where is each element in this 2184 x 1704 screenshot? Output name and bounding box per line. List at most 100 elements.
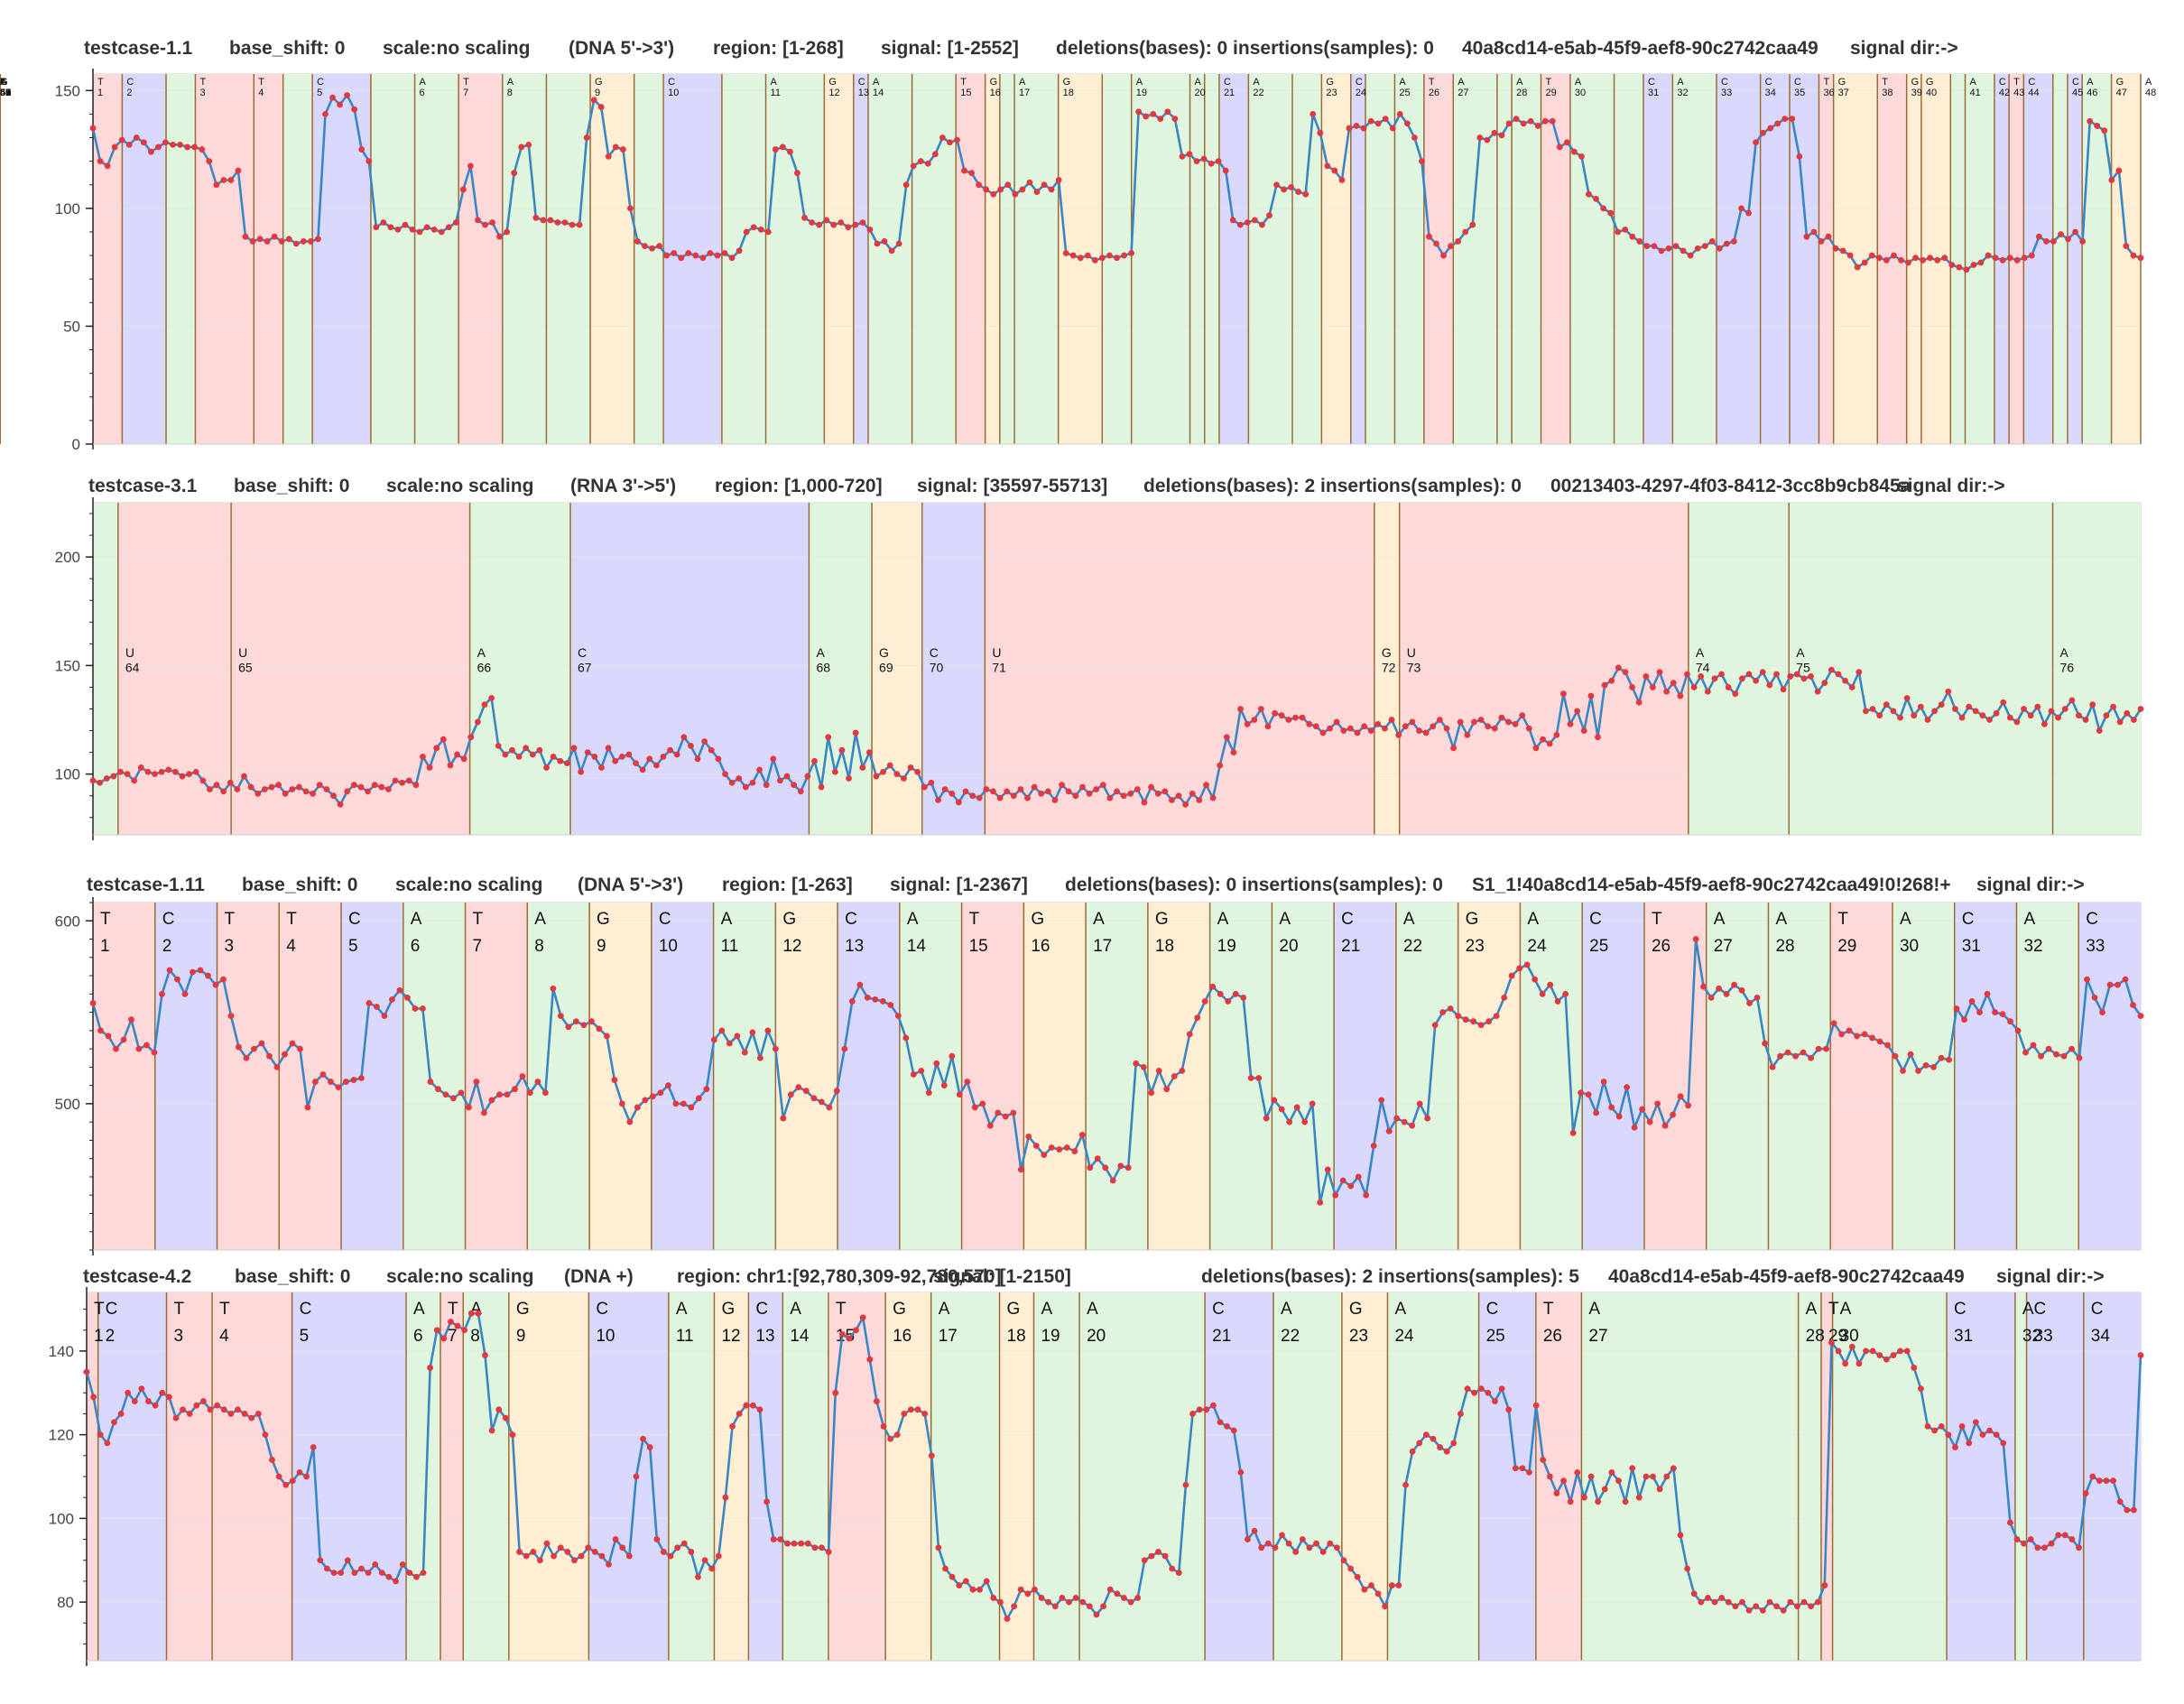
signal-point [1237, 706, 1244, 712]
base-number: 4 [258, 88, 264, 98]
base-band [1582, 903, 1644, 1250]
base-number: 19 [1136, 88, 1147, 98]
signal-point [128, 1016, 134, 1023]
signal-point [155, 144, 162, 151]
signal-point [475, 1310, 482, 1317]
signal-point [433, 1327, 440, 1334]
base-number: 28 [1775, 937, 1794, 956]
base-label: A [1087, 1300, 1098, 1319]
signal-point [447, 762, 454, 769]
signal-point [275, 782, 282, 789]
signal-point [1911, 1365, 1918, 1371]
signal-point [262, 1431, 269, 1439]
base-number: 11 [676, 1327, 694, 1346]
signal-point [2115, 167, 2123, 174]
signal-point [1127, 1598, 1134, 1606]
signal-point [1186, 1031, 1193, 1038]
base-band [1205, 1292, 1274, 1661]
signal-point [1161, 788, 1169, 795]
signal-point [1931, 708, 1938, 715]
signal-point [2108, 177, 2115, 183]
base-number: 31 [1954, 1327, 1973, 1346]
signal-point [1911, 712, 1918, 719]
signal-point [845, 224, 852, 231]
base-number: 23 [1326, 88, 1337, 98]
signal-point [381, 1013, 388, 1020]
signal-point [2048, 1540, 2055, 1547]
signal-point [2124, 1506, 2131, 1514]
base-label: G [1007, 1300, 1021, 1319]
signal-point [1012, 190, 1019, 198]
signal-point [801, 214, 808, 221]
signal-point [823, 217, 830, 224]
signal-point [1746, 1000, 1753, 1006]
signal-point [380, 219, 387, 226]
signal-point [1541, 117, 1549, 125]
signal-point [1422, 729, 1430, 736]
signal-point [1945, 1431, 1952, 1439]
signal-point [337, 101, 343, 108]
base-band [406, 1292, 440, 1661]
base-number: 16 [893, 1327, 912, 1346]
signal-point [1547, 981, 1554, 988]
signal-point [220, 177, 227, 183]
signal-point [627, 205, 634, 212]
signal-point [330, 1570, 338, 1577]
base-band [985, 503, 1374, 835]
panel-title-part: 00213403-4297-4f03-8412-3cc8b9cb845a [1550, 476, 1911, 496]
base-label: C [659, 910, 671, 929]
signal-point [833, 1088, 840, 1095]
signal-point [1117, 1162, 1124, 1170]
signal-point [2030, 1042, 2037, 1049]
signal-point [1966, 703, 1973, 710]
signal-point [1140, 1063, 1147, 1070]
signal-point [350, 1077, 357, 1083]
signal-point [924, 160, 931, 167]
signal-point [1930, 1063, 1937, 1070]
signal-point [653, 1536, 661, 1542]
signal-point [570, 745, 578, 752]
signal-point [640, 1435, 646, 1442]
signal-point [254, 1411, 262, 1417]
signal-point [838, 1330, 846, 1338]
base-label: C [596, 1300, 608, 1319]
base-label: G [828, 77, 837, 88]
signal-point [1309, 110, 1317, 117]
signal-point [1182, 801, 1189, 808]
signal-point [1155, 1549, 1161, 1555]
signal-point [1299, 714, 1306, 721]
signal-point [1450, 1440, 1458, 1447]
base-label: T [473, 910, 484, 929]
base-number: 44 [2028, 88, 2039, 98]
signal-point [2055, 714, 2062, 721]
signal-point [1484, 136, 1491, 144]
signal-point [1796, 153, 1803, 160]
base-band [651, 903, 714, 1250]
base-label: T [286, 910, 297, 929]
signal-point [1194, 1014, 1201, 1022]
signal-point [1574, 1468, 1581, 1476]
signal-point [741, 1049, 748, 1056]
panel-title-part: signal dir:-> [1897, 476, 2005, 496]
signal-point [2096, 727, 2103, 734]
base-label: A [1279, 910, 1291, 929]
signal-point [1832, 245, 1839, 252]
base-label: A [0, 77, 7, 88]
signal-point [1938, 701, 1945, 708]
signal-point [330, 792, 337, 800]
base-label: A [1900, 910, 1911, 929]
base-label: T [219, 1300, 230, 1319]
signal-point [166, 967, 173, 974]
signal-point [1457, 718, 1464, 726]
base-number: 23 [1349, 1327, 1368, 1346]
signal-point [482, 1352, 488, 1358]
signal-point [646, 755, 653, 763]
base-number: 14 [873, 88, 884, 98]
signal-point [1593, 196, 1599, 202]
signal-point [427, 1365, 434, 1371]
signal-point [412, 1573, 420, 1580]
panel-title-part: signal: [1-2552] [881, 38, 1019, 59]
signal-point [181, 990, 189, 997]
panel-title-part: 40a8cd14-e5ab-45f9-aef8-90c2742caa49 [1462, 38, 1818, 59]
signal-point [1979, 1431, 1986, 1439]
